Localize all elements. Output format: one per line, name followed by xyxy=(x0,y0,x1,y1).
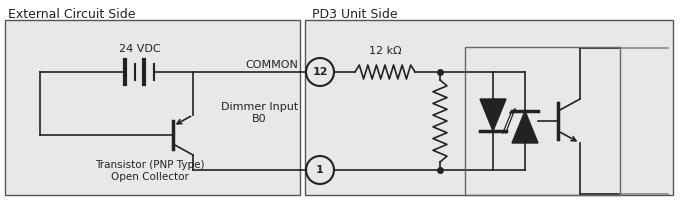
Circle shape xyxy=(306,58,334,86)
Text: 12 kΩ: 12 kΩ xyxy=(369,46,401,56)
Text: PD3 Unit Side: PD3 Unit Side xyxy=(312,8,398,21)
Circle shape xyxy=(306,156,334,184)
Polygon shape xyxy=(512,111,538,143)
Bar xyxy=(5,20,300,195)
Text: 12: 12 xyxy=(312,67,328,77)
Bar xyxy=(305,20,673,195)
Polygon shape xyxy=(480,99,506,131)
Bar xyxy=(465,47,620,195)
Text: Transistor (PNP Type)
Open Collector: Transistor (PNP Type) Open Collector xyxy=(95,160,205,182)
Text: 24 VDC: 24 VDC xyxy=(119,44,160,54)
Text: 1: 1 xyxy=(316,165,324,175)
Text: Dimmer Input
B0: Dimmer Input B0 xyxy=(221,102,298,124)
Text: COMMON: COMMON xyxy=(245,60,298,70)
Text: External Circuit Side: External Circuit Side xyxy=(8,8,135,21)
